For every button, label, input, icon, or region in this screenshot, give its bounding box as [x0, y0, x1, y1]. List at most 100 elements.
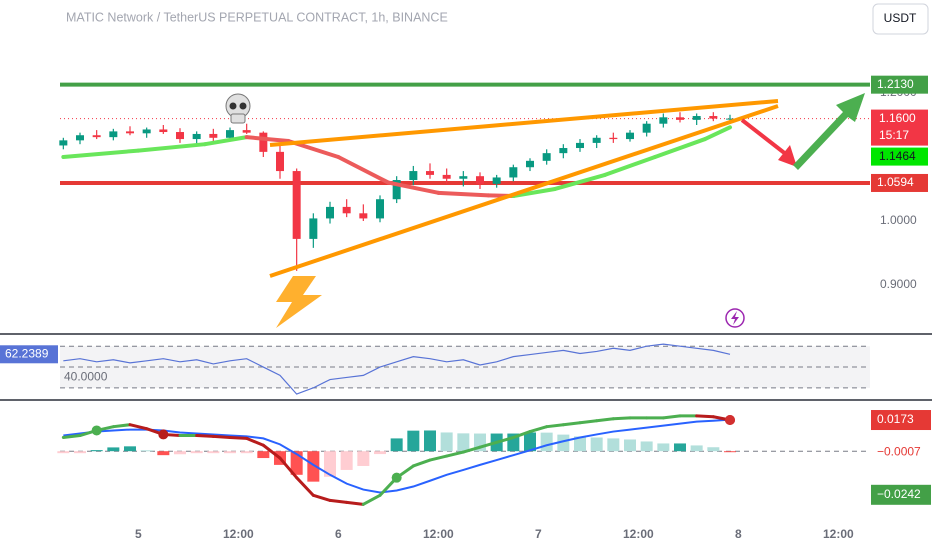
- histogram-bar: [240, 451, 253, 454]
- histogram-bar: [724, 451, 736, 453]
- level-label-box: [871, 173, 928, 192]
- macd-label: −0.0242: [877, 487, 921, 501]
- macd-segment: [461, 445, 482, 454]
- candle-body: [59, 140, 68, 146]
- cross-dot: [391, 472, 402, 483]
- cross-dot: [91, 425, 102, 436]
- histogram-bar: [457, 433, 470, 452]
- macd-label-box: [871, 410, 931, 431]
- macd-segment: [328, 498, 349, 504]
- histogram-bar: [224, 451, 236, 454]
- histogram-bar: [257, 451, 270, 459]
- candle-body: [376, 199, 384, 219]
- histogram-bar: [374, 451, 386, 455]
- candle-body: [392, 180, 401, 200]
- histogram-bar: [90, 450, 103, 452]
- y-tick-label: 0.9000: [880, 277, 917, 291]
- histogram-bar: [690, 445, 703, 452]
- histogram-bar: [424, 430, 436, 452]
- candle-body: [676, 117, 684, 120]
- histogram-bar: [524, 432, 536, 452]
- candle-body: [592, 137, 601, 143]
- x-tick-label: 7: [535, 527, 542, 541]
- x-tick-label: 6: [335, 527, 342, 541]
- candle-body: [259, 132, 268, 152]
- moving-average-segment: [436, 190, 491, 198]
- level-label-box: [871, 75, 928, 94]
- macd-segment: [195, 434, 215, 438]
- candle-body: [692, 116, 701, 120]
- macd-label: −0.0007: [877, 445, 921, 459]
- histogram-bar: [57, 451, 70, 454]
- macd-label: 0.0173: [877, 412, 914, 426]
- candle-body: [459, 176, 468, 179]
- candle-body: [642, 123, 651, 133]
- ma-label: 1.1464: [879, 149, 916, 163]
- candle-body: [142, 129, 151, 134]
- macd-segment: [228, 436, 249, 440]
- x-tick-label: 12:00: [423, 527, 454, 541]
- candle-body: [659, 117, 668, 124]
- last-price-box: [871, 109, 928, 146]
- currency-button[interactable]: [872, 3, 929, 35]
- macd-segment: [695, 414, 715, 419]
- chart-title: MATIC Network / TetherUS PERPETUAL CONTR…: [66, 10, 448, 24]
- macd-segment: [111, 423, 132, 429]
- histogram-bar: [140, 450, 153, 452]
- moving-average-segment: [136, 142, 207, 153]
- candle-body: [476, 176, 484, 184]
- x-tick-label: 12:00: [823, 527, 854, 541]
- macd-segment: [528, 425, 549, 434]
- rsi-value-label: 62.2389: [5, 346, 49, 360]
- candle-body: [192, 133, 201, 140]
- event-bolt: [731, 311, 739, 325]
- candle-body: [542, 153, 551, 161]
- currency-label[interactable]: USDT: [884, 11, 917, 25]
- countdown-label: 15:17: [879, 128, 909, 142]
- arrow-down: [740, 118, 789, 157]
- candle-body: [509, 167, 518, 178]
- histogram-bar: [340, 451, 353, 470]
- histogram-bar: [574, 436, 586, 452]
- histogram-bar: [607, 438, 620, 452]
- skull-icon: [225, 93, 251, 124]
- macd-segment: [511, 430, 532, 440]
- arrow-up: [793, 93, 865, 170]
- macd-segment: [278, 456, 299, 480]
- candle-body: [209, 133, 218, 138]
- macd-segment: [361, 493, 382, 506]
- candle-body: [709, 116, 718, 119]
- macd-segment: [495, 436, 515, 444]
- histogram-bar: [107, 447, 120, 452]
- x-tick-label: 8: [735, 527, 742, 541]
- candle-body: [92, 135, 101, 138]
- end-dot: [725, 415, 735, 426]
- trend-line: [269, 104, 779, 278]
- histogram-bar: [624, 439, 636, 452]
- histogram-bar: [540, 432, 553, 452]
- moving-average-segment: [336, 154, 391, 185]
- x-tick-label: 12:00: [623, 527, 654, 541]
- level-label: 1.0594: [877, 175, 914, 189]
- candle-body: [109, 131, 118, 138]
- candle-body: [609, 137, 618, 140]
- macd-segment: [445, 450, 465, 458]
- candle-body: [409, 171, 418, 181]
- moving-average-segment: [553, 172, 607, 191]
- candle-body: [559, 148, 568, 154]
- macd-label-box: [871, 484, 931, 505]
- lightning-icon: [276, 276, 322, 328]
- candle-body: [342, 206, 351, 214]
- candle-body: [176, 132, 184, 140]
- moving-average-segment: [203, 135, 249, 147]
- histogram-bar: [357, 451, 370, 466]
- candle-body: [442, 174, 451, 179]
- histogram-bar: [657, 443, 670, 452]
- candle-body: [226, 130, 234, 138]
- macd-segment: [61, 434, 82, 440]
- signal-line: [63, 418, 731, 494]
- moving-average-segment: [511, 186, 557, 199]
- macd-segment: [478, 440, 499, 449]
- moving-average-segment: [386, 180, 441, 195]
